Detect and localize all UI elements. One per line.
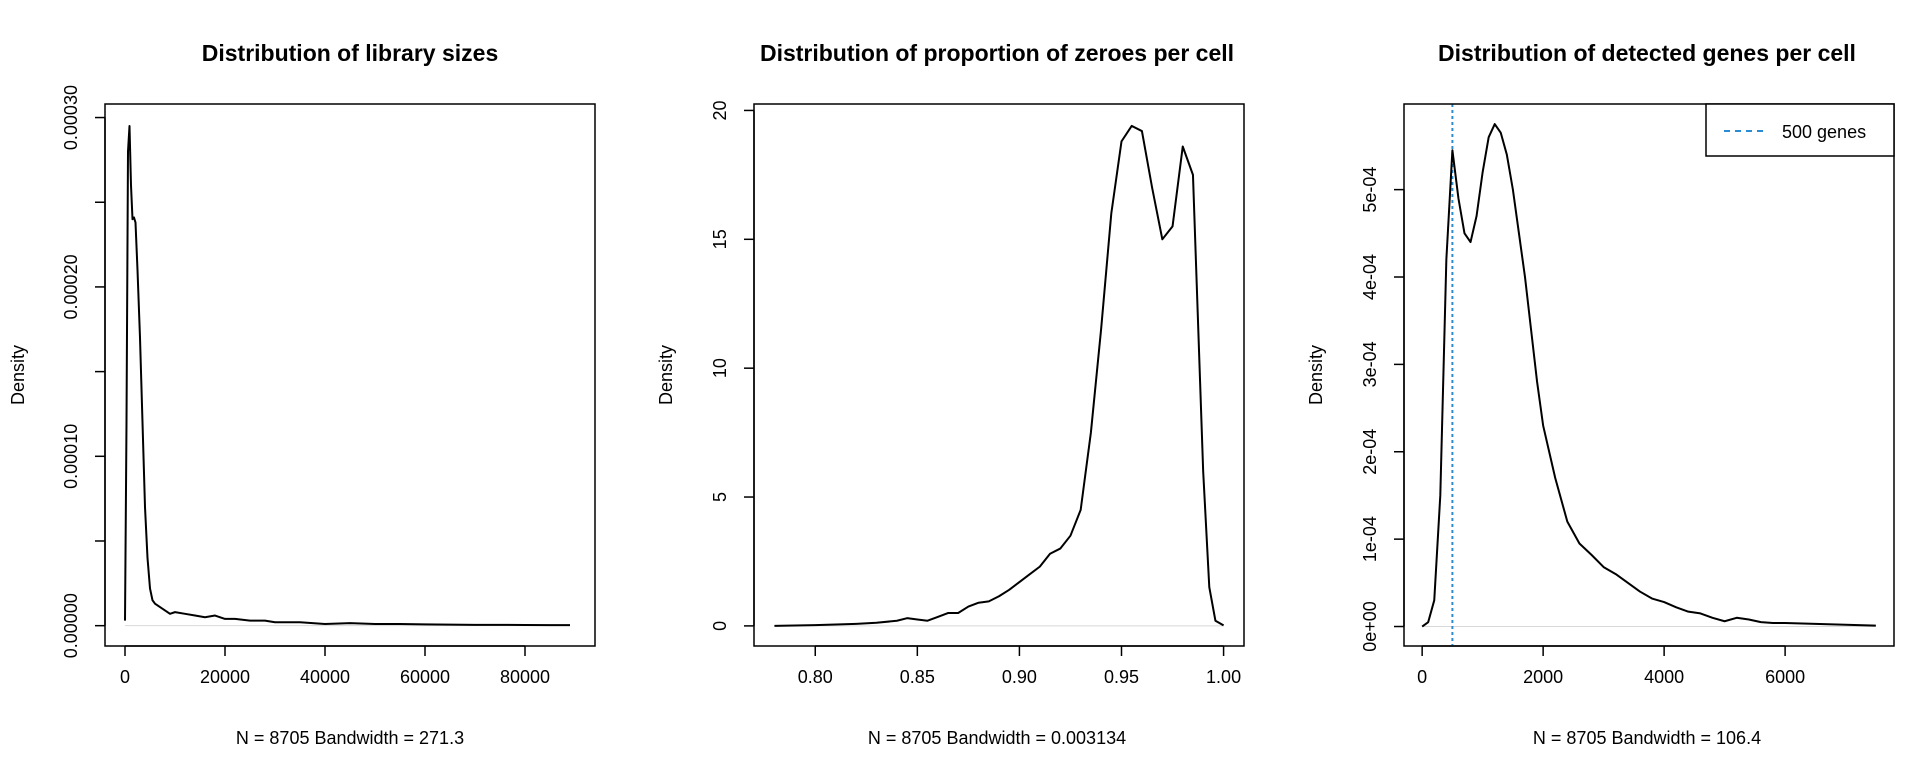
x-axis-label: N = 8705 Bandwidth = 106.4 — [1533, 728, 1761, 748]
y-axis-ticks: 0.00000 0.00010 0.00020 0.00030 — [61, 85, 106, 658]
x-tick-label: 60000 — [400, 667, 450, 687]
y-tick-label: 3e-04 — [1360, 341, 1380, 387]
density-line — [1421, 123, 1876, 628]
y-tick-label: 0.00030 — [61, 85, 81, 150]
panel-proportion-zeroes: Distribution of proportion of zeroes per… — [656, 40, 1245, 748]
y-axis-label: Density — [1306, 345, 1326, 405]
chart-title: Distribution of detected genes per cell — [1438, 40, 1856, 66]
plot-area — [1421, 104, 1876, 646]
x-axis-label: N = 8705 Bandwidth = 271.3 — [236, 728, 464, 748]
x-tick-label: 0 — [1417, 667, 1427, 687]
x-tick-label: 4000 — [1644, 667, 1684, 687]
plot-frame — [753, 103, 1245, 647]
y-axis-ticks: 0e+00 1e-04 2e-04 3e-04 4e-04 5e-04 — [1360, 167, 1405, 652]
y-tick-label: 0e+00 — [1360, 601, 1380, 652]
y-tick-label: 0 — [710, 621, 730, 631]
x-axis-ticks: 0 2000 4000 6000 — [1417, 645, 1805, 687]
plot-area — [774, 124, 1225, 627]
legend-box — [1705, 103, 1895, 157]
x-tick-label: 20000 — [200, 667, 250, 687]
density-line — [124, 125, 570, 627]
x-tick-label: 40000 — [300, 667, 350, 687]
y-tick-label: 5e-04 — [1360, 167, 1380, 213]
y-axis-label: Density — [8, 345, 28, 405]
plot-area — [124, 125, 570, 627]
y-tick-label: 5 — [710, 492, 730, 502]
chart-title: Distribution of proportion of zeroes per… — [760, 40, 1234, 66]
x-tick-label: 0.80 — [798, 667, 833, 687]
y-tick-label: 0.00010 — [61, 424, 81, 489]
x-tick-label: 2000 — [1523, 667, 1563, 687]
y-tick-label: 1e-04 — [1360, 516, 1380, 562]
y-tick-label: 20 — [710, 100, 730, 120]
x-tick-label: 6000 — [1765, 667, 1805, 687]
x-tick-label: 0 — [120, 667, 130, 687]
chart-title: Distribution of library sizes — [202, 40, 499, 66]
x-axis-ticks: 0.80 0.85 0.90 0.95 1.00 — [798, 645, 1241, 687]
panel-library-sizes: Distribution of library sizes N = 8705 B… — [8, 40, 596, 748]
density-line — [774, 124, 1225, 627]
y-tick-label: 2e-04 — [1360, 429, 1380, 475]
x-tick-label: 1.00 — [1206, 667, 1241, 687]
y-axis-ticks: 0 5 10 15 20 — [710, 100, 755, 631]
legend-label: 500 genes — [1782, 122, 1866, 142]
plot-frame — [104, 103, 596, 647]
y-axis-label: Density — [656, 345, 676, 405]
legend: 500 genes — [1705, 103, 1895, 157]
x-tick-label: 80000 — [500, 667, 550, 687]
y-tick-label: 0.00000 — [61, 593, 81, 658]
y-tick-label: 15 — [710, 229, 730, 249]
x-tick-label: 0.95 — [1104, 667, 1139, 687]
y-tick-label: 0.00020 — [61, 254, 81, 319]
y-tick-label: 10 — [710, 358, 730, 378]
panel-detected-genes: Distribution of detected genes per cell … — [1306, 40, 1895, 748]
y-tick-label: 4e-04 — [1360, 254, 1380, 300]
plot-frame — [1403, 103, 1895, 647]
x-tick-label: 0.85 — [900, 667, 935, 687]
x-tick-label: 0.90 — [1002, 667, 1037, 687]
x-axis-ticks: 0 20000 40000 60000 80000 — [120, 645, 550, 687]
x-axis-label: N = 8705 Bandwidth = 0.003134 — [868, 728, 1126, 748]
